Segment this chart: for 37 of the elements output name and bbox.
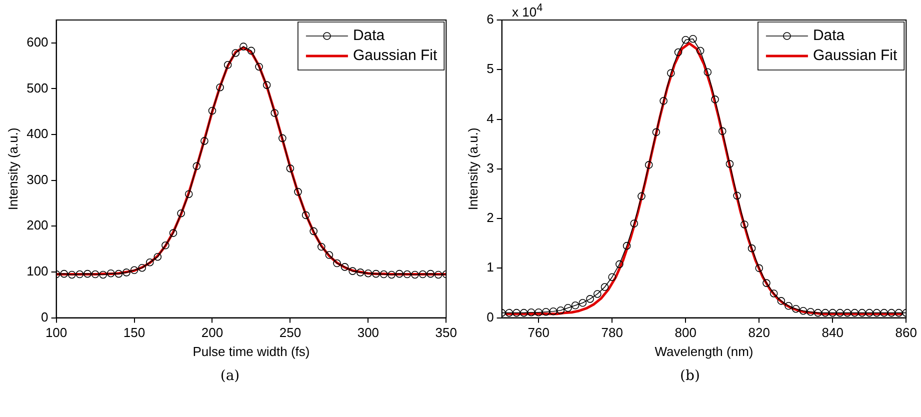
y-tick-label: 100	[26, 264, 48, 279]
x-tick-label: 800	[674, 325, 696, 340]
x-tick-label: 350	[435, 325, 458, 340]
y-tick-label: 5	[486, 61, 494, 76]
x-tick-label: 780	[601, 325, 623, 340]
x-axis-title: Pulse time width (fs)	[192, 344, 310, 359]
x-tick-label: 760	[528, 325, 550, 340]
x-tick-label: 200	[201, 325, 224, 340]
x-tick-label: 100	[45, 325, 68, 340]
y-tick-label: 200	[26, 218, 48, 233]
text: x 10$^{4}$	[512, 2, 543, 20]
x-axis-title: Wavelength (nm)	[654, 344, 754, 359]
legend-label: Data	[352, 27, 386, 44]
legend-label: Gaussian Fit	[352, 47, 438, 64]
text: (b)	[679, 368, 701, 384]
y-tick-label: 2	[486, 210, 494, 226]
y-tick-label: 600	[26, 34, 48, 50]
y-tick-label: 300	[26, 172, 48, 187]
legend-label: Gaussian Fit	[812, 47, 898, 64]
y-axis-title: Intensity (a.u.)	[5, 128, 20, 210]
x-tick-label: 250	[279, 325, 302, 340]
y-tick-label: 400	[26, 126, 48, 142]
y-tick-label: 500	[26, 80, 48, 96]
x-tick-label: 820	[748, 325, 770, 340]
text: (a)	[219, 368, 241, 384]
legend-label: Data	[812, 27, 846, 44]
x-tick-label: 840	[822, 325, 844, 340]
y-tick-label: 6	[486, 12, 494, 27]
y-axis-title: Intensity (a.u.)	[465, 128, 480, 210]
y-tick-label: 1	[486, 260, 494, 275]
y-tick-label: 0	[41, 309, 48, 324]
x-tick-label: 300	[357, 325, 380, 340]
y-tick-label: 3	[486, 160, 494, 176]
y-tick-label: 0	[486, 309, 494, 324]
x-tick-label: 860	[895, 325, 918, 340]
y-tick-label: 4	[486, 110, 494, 126]
x-tick-label: 150	[123, 325, 146, 340]
